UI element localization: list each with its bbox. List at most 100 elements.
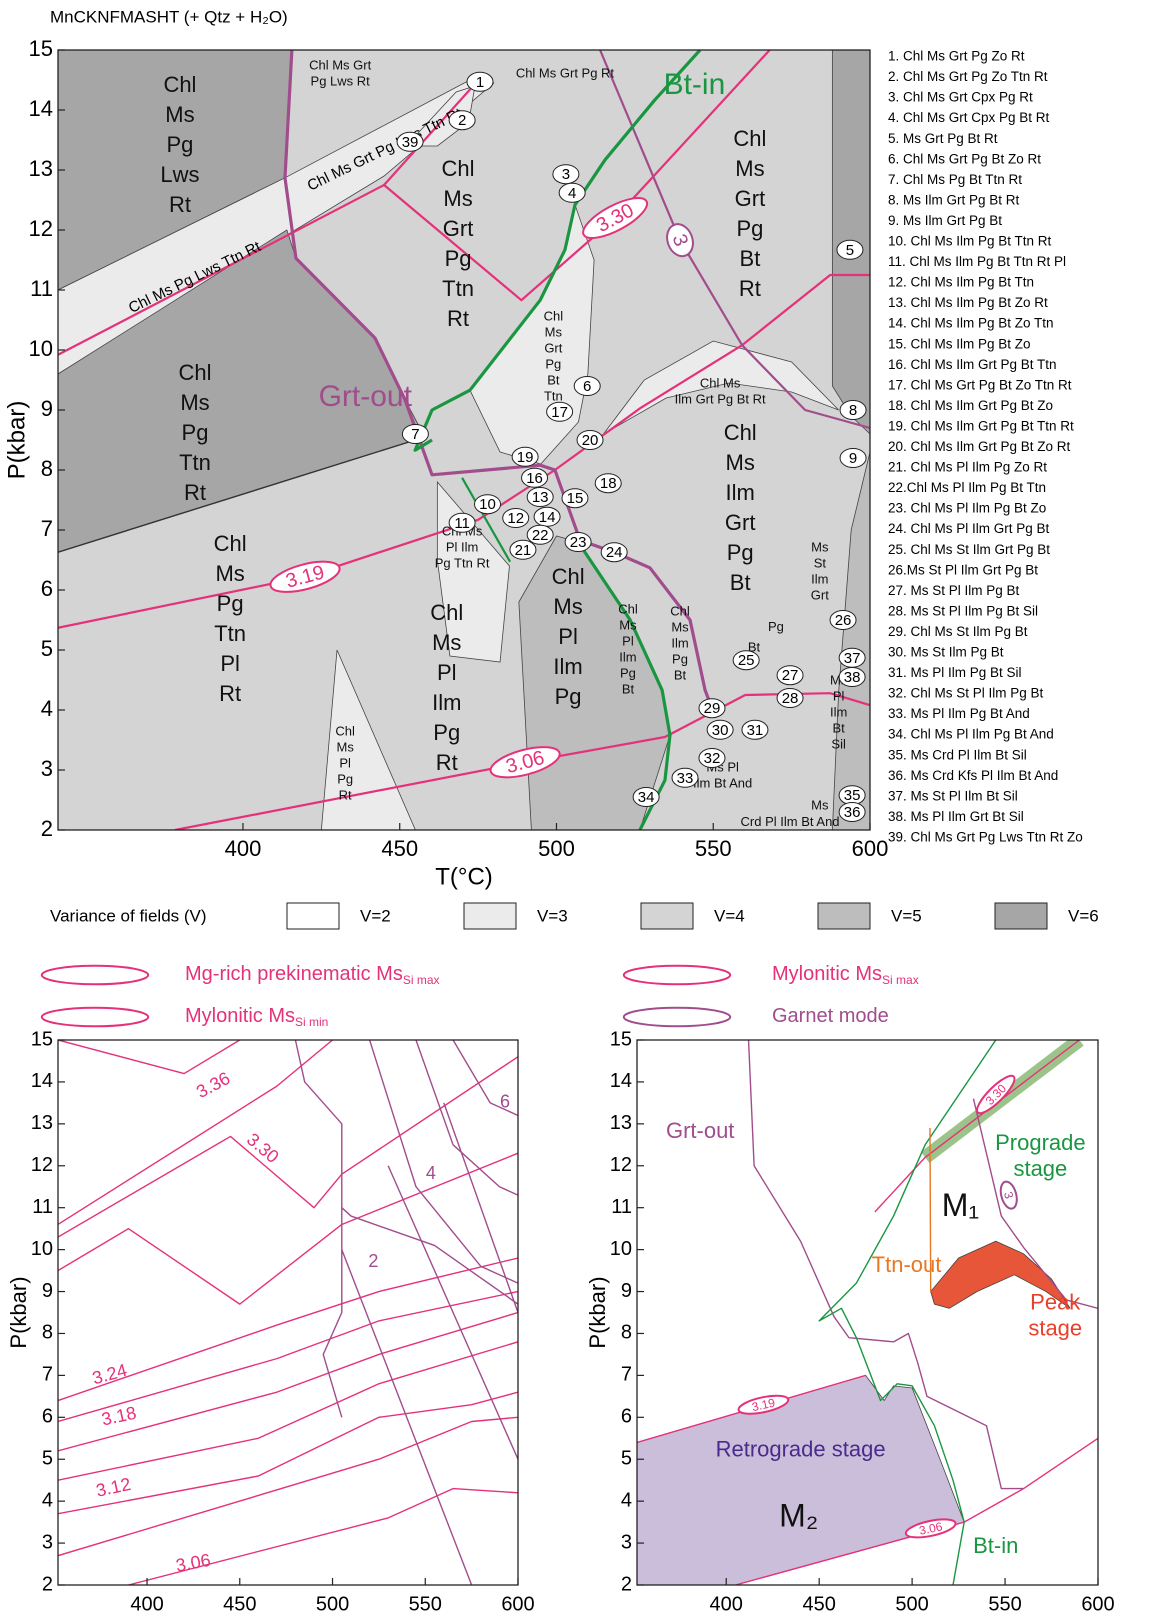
y-tick-label: 13 <box>29 156 53 181</box>
field-number-bubble <box>526 487 554 507</box>
legend-text: Mylonitic MsSi max <box>772 963 919 987</box>
plot-frame <box>57 1039 519 1586</box>
field-label-small: Ms <box>811 797 829 812</box>
x-tick-label: 450 <box>381 836 418 861</box>
field-number: 18 <box>600 475 617 492</box>
variance-swatch <box>994 902 1048 930</box>
field-label-small: Pg <box>672 651 688 666</box>
field-label: Ilm <box>726 480 755 505</box>
variance-label: V=2 <box>360 906 391 925</box>
variance-legend-title: Variance of fields (V) <box>50 906 207 925</box>
y-tick-label: 9 <box>41 396 53 421</box>
phase-list-item: 8. Ms Ilm Grt Pg Bt Rt <box>888 192 1020 207</box>
x-tick-label: 600 <box>852 836 889 861</box>
field-number: 39 <box>402 134 419 151</box>
field-label-small: Grt <box>811 587 829 602</box>
phase-line <box>368 1040 518 1284</box>
stage-name: stage <box>1028 1316 1082 1341</box>
y-tick-label: 4 <box>621 1489 632 1511</box>
phase-list-item: 27. Ms St Pl Ilm Pg Bt <box>888 583 1020 598</box>
badge-ellipse <box>622 964 732 986</box>
y-tick-label: 8 <box>42 1322 53 1344</box>
badge-ellipse <box>489 746 561 779</box>
field-label-small: Ttn <box>544 388 563 403</box>
y-tick-label: 7 <box>42 1364 53 1386</box>
phase-list-item: 6. Chl Ms Grt Pg Bt Zo Rt <box>888 151 1041 166</box>
badge-ellipse <box>582 197 649 239</box>
phase-list-item: 34. Chl Ms Pl Ilm Pg Bt And <box>888 727 1054 742</box>
badge-ellipse <box>737 1394 790 1415</box>
field-label-small: Chl Ms Grt <box>309 57 372 72</box>
contour-label: 4 <box>426 1163 436 1183</box>
field-number: 14 <box>539 509 556 526</box>
y-tick-label: 9 <box>42 1280 53 1302</box>
phase-list-item: 26.Ms St Pl Ilm Grt Pg Bt <box>888 562 1038 577</box>
field-number-bubble <box>706 719 734 740</box>
phase-list-item: 35. Ms Crd Pl Ilm Bt Sil <box>888 747 1027 762</box>
phase-list-item: 13. Chl Ms Ilm Pg Bt Zo Rt <box>888 295 1048 310</box>
phase-line <box>599 50 870 430</box>
phase-line <box>443 1102 518 1313</box>
stage-name: Retrograde stage <box>716 1437 886 1462</box>
field-label: Ms <box>215 561 244 586</box>
stage-name: Ttn-out <box>872 1252 942 1277</box>
field-label: Chl <box>163 72 196 97</box>
y-tick-label: 14 <box>29 96 53 121</box>
field-label: Pg <box>217 591 244 616</box>
legend-text: Garnet mode <box>772 1005 889 1027</box>
x-tick-label: 500 <box>895 1593 928 1613</box>
field-number: 21 <box>515 542 532 559</box>
phase-list-item: 38. Ms Pl Ilm Grt Bt Sil <box>888 809 1024 824</box>
field-label: Ilm <box>553 654 582 679</box>
isopleth-badge: 3.06 <box>904 1518 957 1539</box>
phase-line <box>735 1437 1098 1585</box>
isopleth-badge: 3 <box>666 223 694 258</box>
variance-label: V=5 <box>891 906 922 925</box>
y-tick-label: 8 <box>621 1322 632 1344</box>
y-tick-label: 12 <box>29 216 53 241</box>
field-number: 32 <box>704 750 721 767</box>
y-tick-label: 2 <box>41 816 53 841</box>
field-label: Ms <box>165 102 194 127</box>
badge-ellipse <box>666 223 694 258</box>
badge-ellipse <box>999 1180 1018 1210</box>
phase-list-item: 5. Ms Grt Pg Bt Rt <box>888 131 998 146</box>
field-number: 30 <box>712 722 729 739</box>
field-label-small: Bt <box>547 372 560 387</box>
legend-text-sub: Si min <box>295 1015 328 1029</box>
phase-list-item: 24. Chl Ms Pl Ilm Grt Pg Bt <box>888 521 1050 536</box>
field-number: 35 <box>844 787 861 804</box>
badge-label: 3.06 <box>918 1519 944 1538</box>
field-number-bubble <box>839 448 867 468</box>
field-label-small: Ms <box>811 539 829 554</box>
phase-list-item: 30. Ms St Ilm Pg Bt <box>888 645 1004 660</box>
y-axis-label: P(kbar) <box>3 401 30 480</box>
phase-list-item: 31. Ms Pl Ilm Pg Bt Sil <box>888 665 1022 680</box>
field-label: Ilm <box>432 690 461 715</box>
reaction-name: Grt-out <box>319 380 413 413</box>
field-label-small: Bt <box>674 667 687 682</box>
y-tick-label: 8 <box>41 456 53 481</box>
field-number: 9 <box>849 450 857 467</box>
y-tick-label: 15 <box>610 1028 632 1050</box>
field-label: Lws <box>160 162 199 187</box>
variance-label: V=3 <box>537 906 568 925</box>
field-label: Ms <box>432 630 461 655</box>
phase-line <box>58 1056 518 1238</box>
field-number: 3 <box>562 166 570 183</box>
field-number-bubble <box>546 401 574 422</box>
field-number-bubble <box>829 610 857 630</box>
field-label-small: Ms <box>671 619 689 634</box>
field-label-small: Ilm <box>811 571 828 586</box>
stage-name: Peak <box>1030 1290 1081 1315</box>
phase-line <box>818 1040 997 1585</box>
phase-list-item: 37. Ms St Pl Ilm Bt Sil <box>888 788 1018 803</box>
field-label: Bt <box>740 246 761 271</box>
field-label-small: Chl <box>335 723 355 738</box>
legend-text-main: Garnet mode <box>772 1005 889 1027</box>
badge-ellipse <box>622 1006 732 1028</box>
field-label-small: Crd Pl Ilm Bt And <box>741 814 840 829</box>
stage-name: Bt-in <box>973 1533 1018 1558</box>
y-tick-label: 7 <box>41 516 53 541</box>
y-tick-label: 6 <box>621 1406 632 1428</box>
